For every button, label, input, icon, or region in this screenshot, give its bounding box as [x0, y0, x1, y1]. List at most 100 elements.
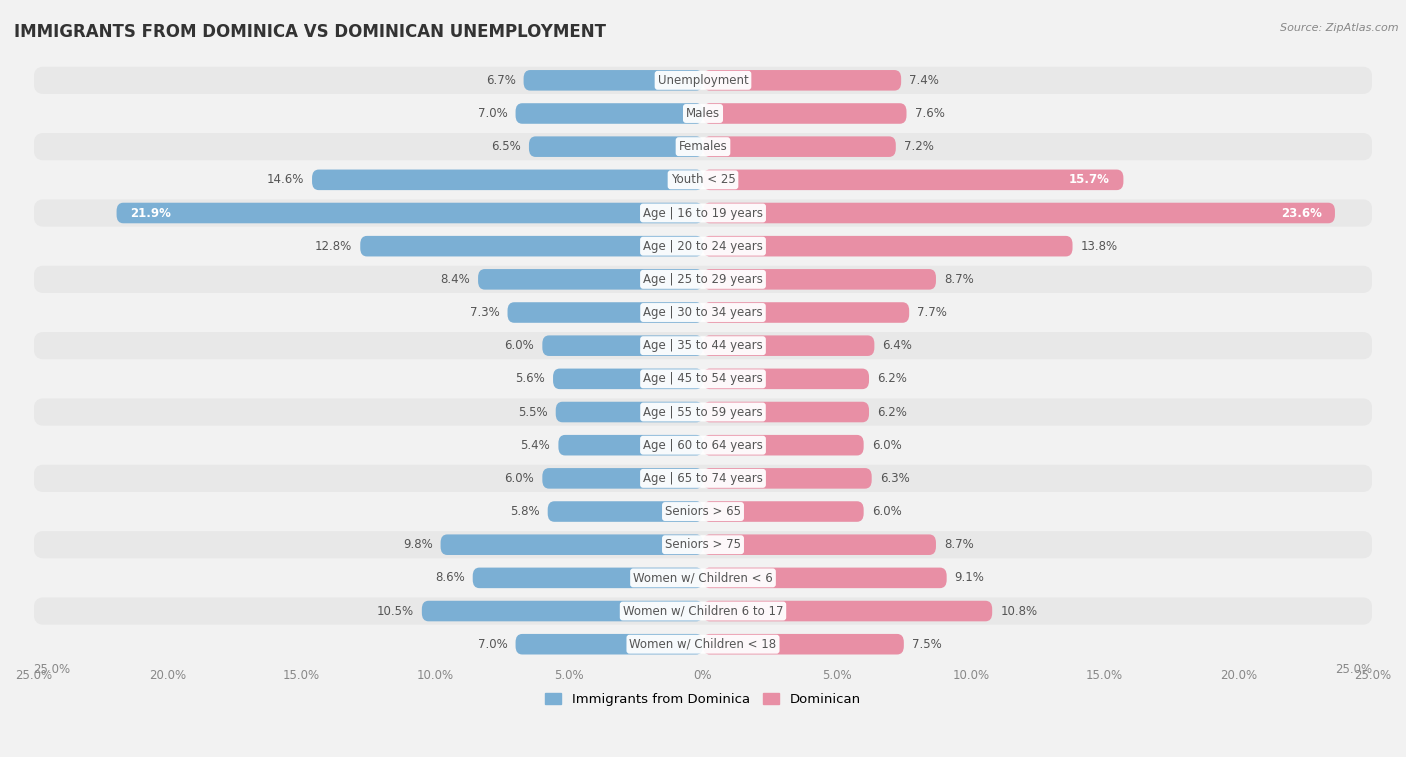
- FancyBboxPatch shape: [703, 269, 936, 290]
- FancyBboxPatch shape: [360, 236, 703, 257]
- FancyBboxPatch shape: [703, 136, 896, 157]
- Text: Youth < 25: Youth < 25: [671, 173, 735, 186]
- Text: 13.8%: 13.8%: [1081, 240, 1118, 253]
- FancyBboxPatch shape: [34, 398, 1372, 425]
- FancyBboxPatch shape: [703, 601, 993, 621]
- Text: Females: Females: [679, 140, 727, 153]
- FancyBboxPatch shape: [34, 199, 1372, 226]
- Text: IMMIGRANTS FROM DOMINICA VS DOMINICAN UNEMPLOYMENT: IMMIGRANTS FROM DOMINICA VS DOMINICAN UN…: [14, 23, 606, 41]
- FancyBboxPatch shape: [34, 67, 1372, 94]
- FancyBboxPatch shape: [703, 70, 901, 91]
- FancyBboxPatch shape: [543, 335, 703, 356]
- FancyBboxPatch shape: [440, 534, 703, 555]
- Text: Age | 45 to 54 years: Age | 45 to 54 years: [643, 372, 763, 385]
- Text: 15.7%: 15.7%: [1069, 173, 1109, 186]
- FancyBboxPatch shape: [472, 568, 703, 588]
- FancyBboxPatch shape: [703, 369, 869, 389]
- FancyBboxPatch shape: [34, 133, 1372, 160]
- FancyBboxPatch shape: [703, 568, 946, 588]
- Text: Seniors > 65: Seniors > 65: [665, 505, 741, 518]
- Text: Males: Males: [686, 107, 720, 120]
- Text: 6.4%: 6.4%: [883, 339, 912, 352]
- Text: Women w/ Children < 18: Women w/ Children < 18: [630, 637, 776, 651]
- FancyBboxPatch shape: [34, 465, 1372, 492]
- Text: 6.3%: 6.3%: [880, 472, 910, 485]
- FancyBboxPatch shape: [34, 332, 1372, 360]
- Text: 10.8%: 10.8%: [1000, 605, 1038, 618]
- FancyBboxPatch shape: [543, 468, 703, 489]
- FancyBboxPatch shape: [558, 435, 703, 456]
- FancyBboxPatch shape: [703, 501, 863, 522]
- Text: Age | 55 to 59 years: Age | 55 to 59 years: [643, 406, 763, 419]
- Text: Age | 25 to 29 years: Age | 25 to 29 years: [643, 273, 763, 286]
- FancyBboxPatch shape: [703, 203, 1334, 223]
- Text: 5.5%: 5.5%: [517, 406, 548, 419]
- Text: Age | 35 to 44 years: Age | 35 to 44 years: [643, 339, 763, 352]
- Text: 6.0%: 6.0%: [872, 505, 901, 518]
- Text: 9.1%: 9.1%: [955, 572, 984, 584]
- Text: Source: ZipAtlas.com: Source: ZipAtlas.com: [1281, 23, 1399, 33]
- Text: 23.6%: 23.6%: [1281, 207, 1322, 220]
- FancyBboxPatch shape: [478, 269, 703, 290]
- Text: 10.5%: 10.5%: [377, 605, 413, 618]
- Text: 6.0%: 6.0%: [505, 339, 534, 352]
- Text: 8.6%: 8.6%: [434, 572, 464, 584]
- Text: Seniors > 75: Seniors > 75: [665, 538, 741, 551]
- FancyBboxPatch shape: [523, 70, 703, 91]
- Text: Women w/ Children < 6: Women w/ Children < 6: [633, 572, 773, 584]
- FancyBboxPatch shape: [703, 236, 1073, 257]
- Text: 7.6%: 7.6%: [914, 107, 945, 120]
- FancyBboxPatch shape: [703, 468, 872, 489]
- Text: Unemployment: Unemployment: [658, 74, 748, 87]
- FancyBboxPatch shape: [34, 431, 1372, 459]
- Text: 7.4%: 7.4%: [910, 74, 939, 87]
- Legend: Immigrants from Dominica, Dominican: Immigrants from Dominica, Dominican: [546, 693, 860, 706]
- FancyBboxPatch shape: [34, 564, 1372, 591]
- FancyBboxPatch shape: [703, 402, 869, 422]
- FancyBboxPatch shape: [516, 103, 703, 124]
- FancyBboxPatch shape: [508, 302, 703, 322]
- Text: Age | 60 to 64 years: Age | 60 to 64 years: [643, 439, 763, 452]
- FancyBboxPatch shape: [703, 335, 875, 356]
- FancyBboxPatch shape: [529, 136, 703, 157]
- Text: 6.5%: 6.5%: [491, 140, 520, 153]
- FancyBboxPatch shape: [34, 498, 1372, 525]
- Text: 5.4%: 5.4%: [520, 439, 550, 452]
- Text: Age | 20 to 24 years: Age | 20 to 24 years: [643, 240, 763, 253]
- FancyBboxPatch shape: [553, 369, 703, 389]
- Text: 12.8%: 12.8%: [315, 240, 353, 253]
- Text: 7.0%: 7.0%: [478, 637, 508, 651]
- FancyBboxPatch shape: [703, 435, 863, 456]
- Text: 8.7%: 8.7%: [943, 538, 974, 551]
- FancyBboxPatch shape: [703, 534, 936, 555]
- Text: Age | 65 to 74 years: Age | 65 to 74 years: [643, 472, 763, 485]
- Text: Age | 16 to 19 years: Age | 16 to 19 years: [643, 207, 763, 220]
- FancyBboxPatch shape: [34, 266, 1372, 293]
- Text: 7.5%: 7.5%: [912, 637, 942, 651]
- FancyBboxPatch shape: [34, 631, 1372, 658]
- Text: 6.2%: 6.2%: [877, 406, 907, 419]
- FancyBboxPatch shape: [516, 634, 703, 655]
- FancyBboxPatch shape: [312, 170, 703, 190]
- Text: 6.0%: 6.0%: [505, 472, 534, 485]
- Text: Women w/ Children 6 to 17: Women w/ Children 6 to 17: [623, 605, 783, 618]
- FancyBboxPatch shape: [703, 634, 904, 655]
- Text: 7.7%: 7.7%: [917, 306, 948, 319]
- Text: 25.0%: 25.0%: [34, 663, 70, 677]
- Text: 9.8%: 9.8%: [402, 538, 433, 551]
- Text: 8.7%: 8.7%: [943, 273, 974, 286]
- Text: 5.8%: 5.8%: [510, 505, 540, 518]
- FancyBboxPatch shape: [34, 167, 1372, 194]
- Text: 7.2%: 7.2%: [904, 140, 934, 153]
- FancyBboxPatch shape: [422, 601, 703, 621]
- FancyBboxPatch shape: [34, 100, 1372, 127]
- FancyBboxPatch shape: [34, 232, 1372, 260]
- FancyBboxPatch shape: [555, 402, 703, 422]
- Text: 7.3%: 7.3%: [470, 306, 499, 319]
- FancyBboxPatch shape: [703, 103, 907, 124]
- Text: 6.2%: 6.2%: [877, 372, 907, 385]
- Text: 8.4%: 8.4%: [440, 273, 470, 286]
- FancyBboxPatch shape: [703, 170, 1123, 190]
- FancyBboxPatch shape: [34, 531, 1372, 559]
- Text: 21.9%: 21.9%: [129, 207, 172, 220]
